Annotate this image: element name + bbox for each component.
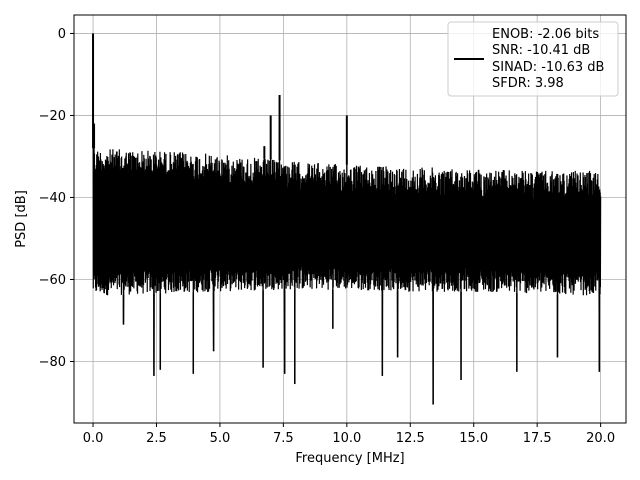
y-tick-label: −40: [39, 191, 66, 206]
x-tick-label: 2.5: [146, 431, 167, 446]
x-tick-label: 17.5: [523, 431, 552, 446]
y-tick-label: −80: [39, 355, 66, 370]
x-tick-label: 10.0: [332, 431, 361, 446]
psd-series-line: [92, 33, 602, 405]
y-axis-label: PSD [dB]: [14, 190, 29, 248]
legend-entry-enob: ENOB: -2.06 bits: [492, 27, 599, 42]
legend-entry-sfdr: SFDR: 3.98: [492, 76, 564, 91]
x-axis-label: Frequency [MHz]: [295, 451, 404, 466]
y-tick-label: −60: [39, 273, 66, 288]
x-tick-label: 20.0: [586, 431, 615, 446]
y-tick-label: 0: [58, 27, 66, 42]
axes-frame: [73, 14, 627, 424]
y-tick-label: −20: [39, 109, 66, 124]
plot-area: [92, 33, 602, 405]
x-tick-label: 12.5: [396, 431, 425, 446]
x-tick-label: 7.5: [273, 431, 294, 446]
legend-entry-snr: SNR: -10.41 dB: [492, 43, 590, 58]
legend-entry-sinad: SINAD: -10.63 dB: [492, 60, 604, 75]
x-tick-label: 5.0: [210, 431, 231, 446]
legend-box: [447, 21, 619, 97]
legend: ENOB: -2.06 bits SNR: -10.41 dB SINAD: -…: [447, 21, 619, 97]
ticks: 0.0 2.5 5.0 7.5 10.0 12.5 15.0 17.5 20.0 0 −20 −40 −…: [39, 27, 616, 446]
x-tick-label: 0.0: [83, 431, 104, 446]
x-tick-label: 15.0: [459, 431, 488, 446]
